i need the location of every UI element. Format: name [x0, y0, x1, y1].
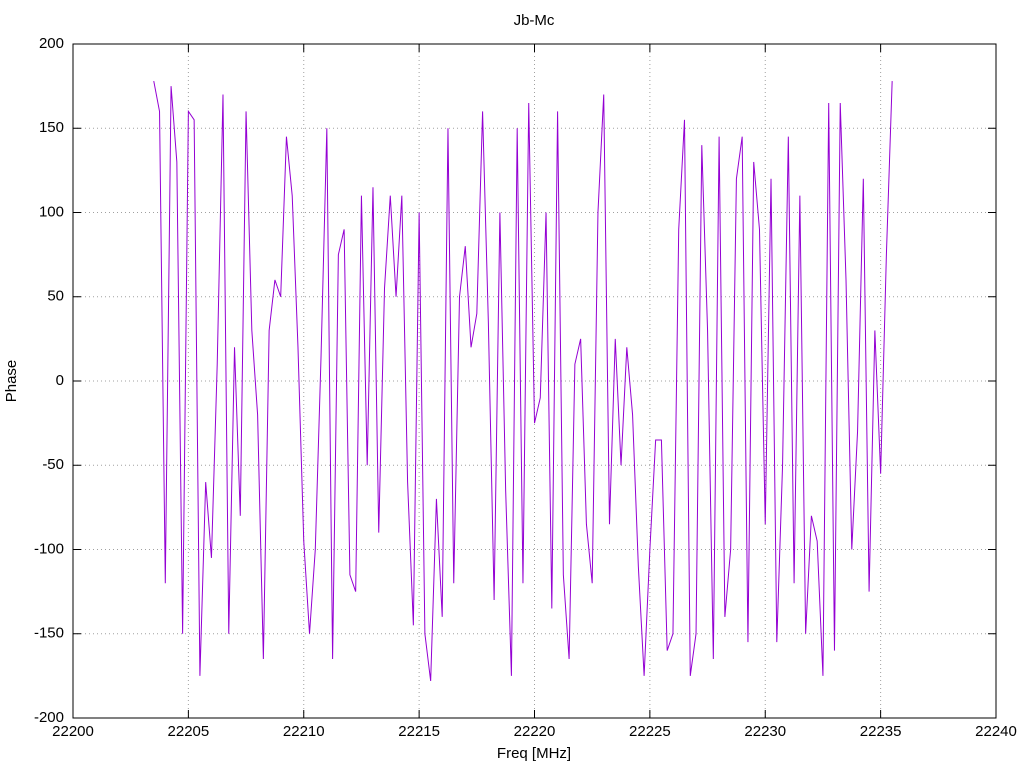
y-tick-label: -50	[42, 456, 64, 473]
y-tick-label: -100	[34, 540, 64, 557]
chart-title: Jb-Mc	[514, 12, 555, 29]
y-tick-label: 50	[47, 288, 64, 305]
x-tick-label: 22210	[283, 723, 325, 740]
y-tick-label: -200	[34, 709, 64, 726]
x-tick-label: 22240	[975, 723, 1017, 740]
x-axis-label: Freq [MHz]	[497, 745, 571, 762]
y-tick-label: 150	[39, 119, 64, 136]
y-axis-label: Phase	[3, 360, 20, 403]
x-tick-label: 22215	[398, 723, 440, 740]
plot-border	[72, 43, 997, 719]
x-tick-label: 22200	[52, 723, 94, 740]
y-tick-label: 100	[39, 203, 64, 220]
y-tick-label: 200	[39, 35, 64, 52]
x-tick-label: 22230	[744, 723, 786, 740]
data-line	[153, 80, 893, 681]
x-tick-label: 22205	[168, 723, 210, 740]
x-tick-label: 22235	[860, 723, 902, 740]
x-tick-label: 22220	[514, 723, 556, 740]
x-tick-label: 22225	[629, 723, 671, 740]
y-tick-label: 0	[56, 372, 64, 389]
y-tick-label: -150	[34, 625, 64, 642]
